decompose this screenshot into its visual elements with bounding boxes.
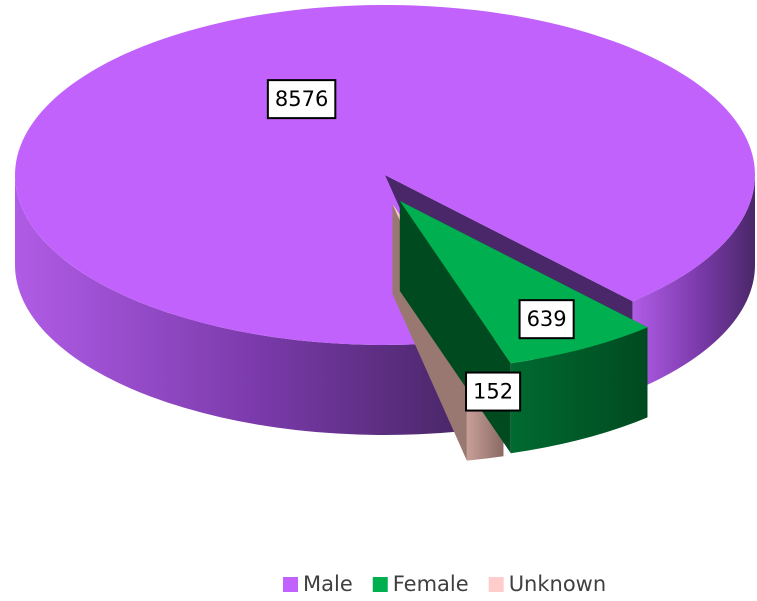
slice-side <box>510 327 648 454</box>
data-label: 152 <box>473 380 513 404</box>
slice-top <box>15 4 756 345</box>
data-label-box <box>266 79 337 120</box>
legend-label: Female <box>393 572 469 596</box>
legend-swatch <box>372 577 388 592</box>
slice-side <box>632 175 755 392</box>
legend-label: Male <box>303 572 353 596</box>
legend-label: Unknown <box>509 572 606 596</box>
data-label: 639 <box>527 307 567 331</box>
data-label-box <box>465 371 522 412</box>
data-label-box <box>518 299 575 340</box>
legend-swatch <box>488 577 504 592</box>
slice-top <box>399 201 648 364</box>
data-label: 8576 <box>275 87 328 111</box>
legend-swatch <box>283 577 298 592</box>
slice-side <box>15 175 460 435</box>
